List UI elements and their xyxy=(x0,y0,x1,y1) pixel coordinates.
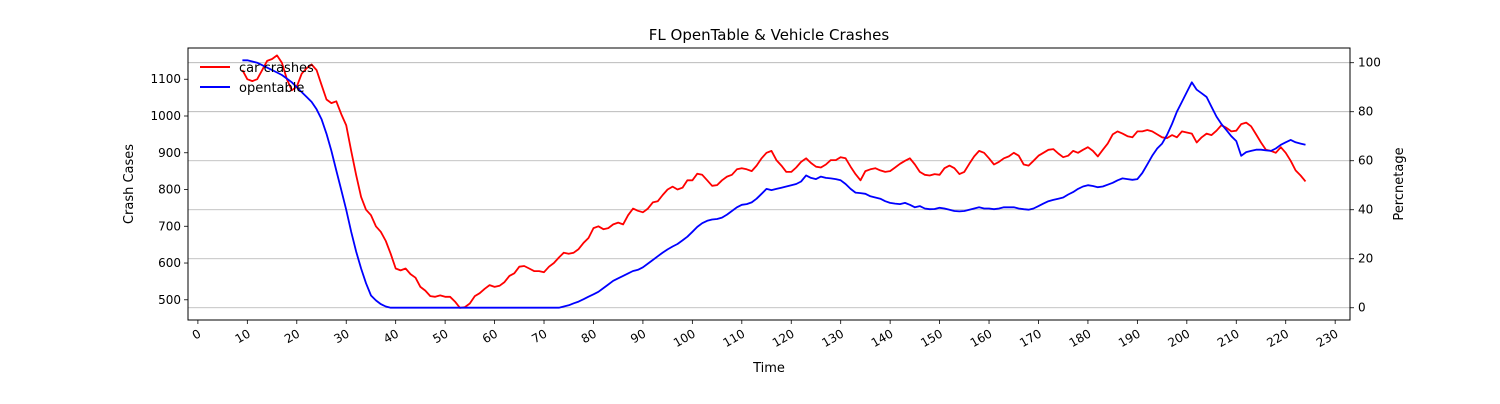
plot-frame xyxy=(187,47,1351,321)
x-tick-label: 30 xyxy=(331,326,351,346)
y-right-tick-label: 40 xyxy=(1358,203,1373,217)
x-tick-label: 170 xyxy=(1017,326,1044,350)
y-axis-label-right: Percnetage xyxy=(1392,147,1407,220)
y-right-tick-label: 0 xyxy=(1358,301,1366,315)
x-tick-label: 10 xyxy=(233,326,253,346)
legend: car crashes opentable xyxy=(200,61,314,96)
x-tick-label: 40 xyxy=(381,326,401,346)
x-tick-label: 90 xyxy=(628,326,648,346)
y-axis-label-left: Crash Cases xyxy=(122,144,137,224)
x-tick-label: 200 xyxy=(1165,326,1192,350)
grid-lines xyxy=(188,62,1350,309)
y-left-tick-label: 700 xyxy=(158,219,181,233)
x-tick-label: 220 xyxy=(1264,326,1291,350)
y-right-tick-label: 80 xyxy=(1358,105,1373,119)
x-tick-label: 110 xyxy=(720,326,747,350)
x-tick-label: 190 xyxy=(1116,326,1143,350)
x-tick-label: 120 xyxy=(770,326,797,350)
y-axis-right: 0 20 40 60 80 100 xyxy=(1350,56,1381,315)
x-tick-label: 50 xyxy=(430,326,450,346)
x-tick-label: 180 xyxy=(1067,326,1094,350)
legend-label-opentable: opentable xyxy=(239,81,304,96)
y-left-tick-label: 1000 xyxy=(150,109,181,123)
legend-label-car-crashes: car crashes xyxy=(239,61,314,76)
series-layer xyxy=(241,54,1307,309)
y-left-tick-label: 500 xyxy=(158,293,181,307)
series-line-car-crashes xyxy=(241,54,1307,309)
y-right-tick-label: 100 xyxy=(1358,56,1381,70)
y-left-tick-label: 600 xyxy=(158,256,181,270)
x-tick-label: 130 xyxy=(819,326,846,350)
chart-title: FL OpenTable & Vehicle Crashes xyxy=(649,26,890,44)
x-axis-label: Time xyxy=(752,361,785,376)
x-tick-label: 80 xyxy=(579,326,599,346)
y-right-tick-label: 20 xyxy=(1358,252,1373,266)
y-left-tick-label: 900 xyxy=(158,146,181,160)
series-line-opentable xyxy=(242,59,1306,309)
x-tick-label: 0 xyxy=(190,326,204,342)
x-tick-label: 140 xyxy=(869,326,896,350)
x-tick-label: 100 xyxy=(671,326,698,350)
x-axis: 0 10 20 30 40 50 60 70 80 90 100 110 120 130 140 150 160… xyxy=(190,320,1341,350)
x-tick-label: 70 xyxy=(529,326,549,346)
y-left-tick-label: 1100 xyxy=(150,72,181,86)
y-left-tick-label: 800 xyxy=(158,183,181,197)
y-axis-left: 500 600 700 800 900 1000 1100 xyxy=(150,72,188,307)
y-right-tick-label: 60 xyxy=(1358,154,1373,168)
x-tick-label: 20 xyxy=(282,326,302,346)
x-tick-label: 150 xyxy=(918,326,945,350)
x-tick-label: 160 xyxy=(968,326,995,350)
x-tick-label: 230 xyxy=(1314,326,1341,350)
x-tick-label: 210 xyxy=(1215,326,1242,350)
x-tick-label: 60 xyxy=(480,326,500,346)
